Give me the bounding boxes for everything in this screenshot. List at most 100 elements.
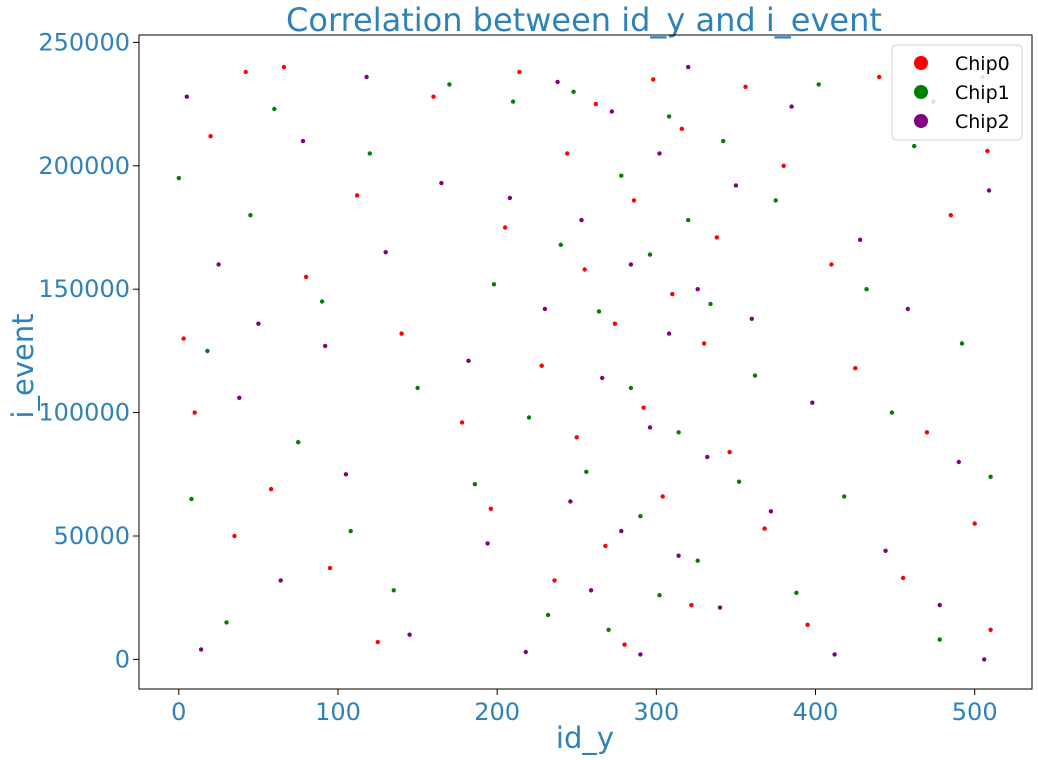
chip0-point bbox=[459, 420, 465, 425]
chip1-point bbox=[472, 482, 478, 487]
y-tick-label: 50000 bbox=[54, 522, 130, 550]
chip2-point bbox=[343, 472, 349, 477]
chip2-point bbox=[638, 652, 643, 657]
x-tick-label: 300 bbox=[633, 698, 679, 726]
chip2-point bbox=[184, 94, 189, 99]
chip1-point bbox=[638, 514, 643, 519]
chip1-point bbox=[647, 252, 653, 257]
chip2-point bbox=[905, 306, 910, 312]
chip1-point bbox=[736, 479, 742, 484]
chip1-point bbox=[686, 217, 691, 223]
chip0-point bbox=[805, 622, 810, 627]
legend: Chip0 Chip1 Chip2 bbox=[891, 44, 1023, 141]
chip0-point bbox=[582, 267, 587, 272]
chip1-point bbox=[526, 415, 532, 420]
chip1-point bbox=[367, 151, 372, 156]
chip0-point bbox=[622, 642, 627, 647]
chip1-point bbox=[889, 410, 895, 415]
chip1-point bbox=[628, 385, 634, 391]
chip0-point bbox=[651, 77, 656, 82]
chip2-point bbox=[600, 375, 605, 381]
legend-marker bbox=[914, 56, 928, 70]
chip2-point bbox=[466, 358, 471, 363]
chip1-point bbox=[319, 299, 325, 304]
chip2-point bbox=[733, 183, 739, 188]
chip0-point bbox=[714, 235, 719, 240]
chip1-point bbox=[842, 494, 847, 499]
chip2-point bbox=[323, 343, 328, 349]
chip1-point bbox=[721, 138, 726, 144]
chip1-point bbox=[912, 143, 917, 149]
chip0-point bbox=[829, 262, 834, 267]
chip0-point bbox=[853, 366, 858, 371]
chip0-point bbox=[877, 74, 882, 80]
chip0-point bbox=[660, 494, 665, 499]
chip2-point bbox=[216, 262, 221, 267]
chip0-point bbox=[689, 602, 694, 608]
chip0-point bbox=[208, 134, 213, 139]
x-tick-label: 500 bbox=[952, 698, 998, 726]
chip1-point bbox=[657, 593, 662, 598]
x-axis-label: id_y bbox=[556, 721, 614, 755]
y-axis: 0 50000 100000 150000 200000 250000 bbox=[38, 28, 139, 673]
chip2-point bbox=[647, 425, 653, 430]
chip1-point bbox=[296, 440, 301, 445]
chip2-point bbox=[300, 138, 306, 144]
chip0-point bbox=[502, 225, 508, 230]
chip0-point bbox=[900, 575, 906, 581]
chip0-point bbox=[679, 126, 684, 131]
chip0-point bbox=[375, 639, 380, 645]
chip0-point bbox=[181, 336, 186, 341]
chip1-point bbox=[545, 612, 551, 618]
chip1-point bbox=[619, 173, 624, 178]
chip2-point bbox=[407, 632, 412, 637]
chip0-point bbox=[232, 533, 237, 539]
chip2-point bbox=[832, 652, 837, 657]
chip1-point bbox=[558, 242, 563, 247]
chip2-point bbox=[507, 195, 513, 201]
scatter-points bbox=[176, 64, 993, 662]
chip1-point bbox=[773, 198, 778, 203]
chip1-point bbox=[676, 430, 681, 435]
chip1-point bbox=[248, 213, 253, 218]
chip2-point bbox=[485, 541, 490, 546]
chip0-point bbox=[243, 69, 248, 75]
chip1-point bbox=[794, 590, 799, 595]
chip0-point bbox=[281, 64, 287, 70]
chip0-point bbox=[517, 69, 522, 75]
chip2-point bbox=[256, 321, 261, 326]
y-tick-label: 250000 bbox=[38, 28, 130, 56]
chip0-point bbox=[431, 94, 436, 99]
chip0-point bbox=[988, 627, 993, 632]
chip2-point bbox=[810, 400, 815, 405]
chip0-point bbox=[972, 521, 977, 526]
chip1-point bbox=[571, 89, 576, 95]
chip1-point bbox=[272, 106, 277, 112]
chip0-point bbox=[701, 341, 707, 346]
chip0-point bbox=[354, 193, 360, 198]
chip2-point bbox=[588, 588, 594, 593]
chip2-point bbox=[278, 578, 283, 583]
chip2-point bbox=[542, 306, 548, 312]
legend-label: Chip0 bbox=[955, 53, 1010, 75]
chip1-point bbox=[176, 175, 181, 181]
chip1-point bbox=[391, 588, 396, 593]
chip2-point bbox=[579, 217, 584, 223]
chip2-point bbox=[986, 188, 992, 193]
chip0-point bbox=[565, 151, 570, 156]
chip1-point bbox=[606, 627, 611, 632]
chip0-point bbox=[612, 321, 618, 326]
chip0-point bbox=[670, 291, 675, 297]
chip2-point bbox=[789, 104, 794, 109]
chip1-point bbox=[959, 341, 965, 346]
chip1-point bbox=[816, 82, 821, 87]
x-tick-label: 100 bbox=[315, 698, 361, 726]
chip2-point bbox=[657, 151, 662, 156]
plot-area bbox=[138, 34, 1033, 690]
chip0-point bbox=[727, 449, 732, 455]
chip0-point bbox=[631, 198, 637, 203]
chip0-point bbox=[762, 526, 767, 531]
chip1-point bbox=[864, 287, 869, 292]
chip2-point bbox=[705, 454, 710, 460]
chip0-point bbox=[303, 274, 309, 280]
